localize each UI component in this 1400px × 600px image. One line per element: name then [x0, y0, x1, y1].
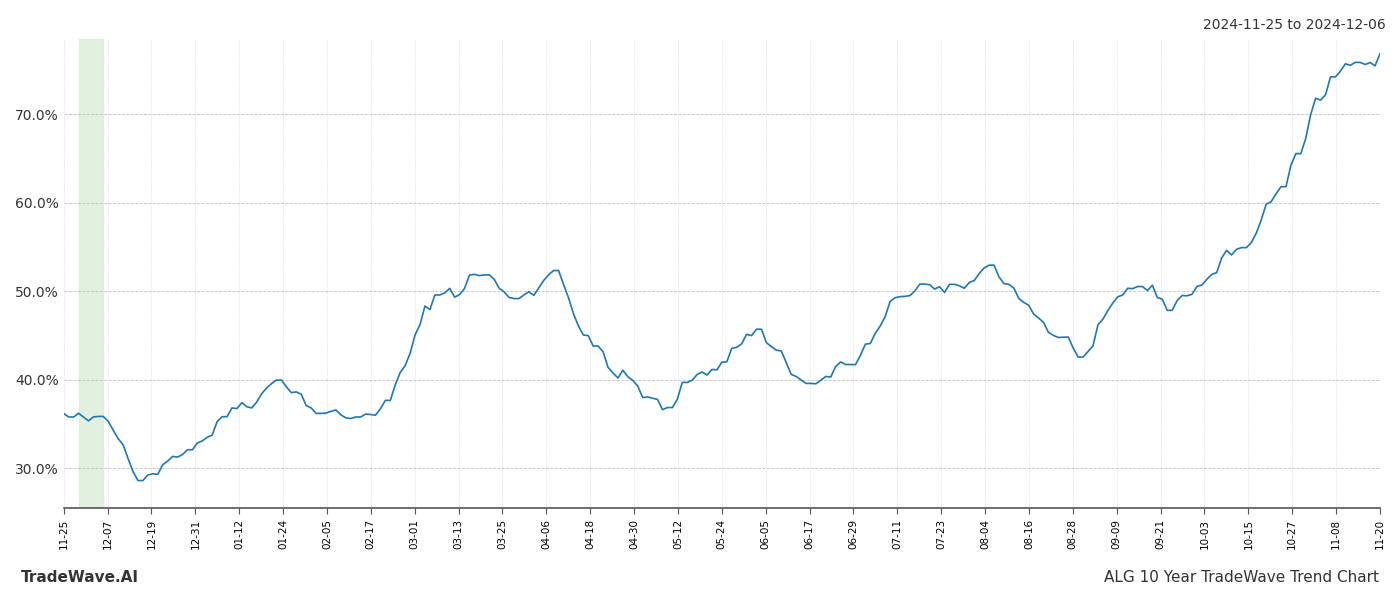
Bar: [78, 39, 104, 508]
Text: TradeWave.AI: TradeWave.AI: [21, 570, 139, 585]
Text: 2024-11-25 to 2024-12-06: 2024-11-25 to 2024-12-06: [1203, 18, 1386, 32]
Text: ALG 10 Year TradeWave Trend Chart: ALG 10 Year TradeWave Trend Chart: [1105, 570, 1379, 585]
